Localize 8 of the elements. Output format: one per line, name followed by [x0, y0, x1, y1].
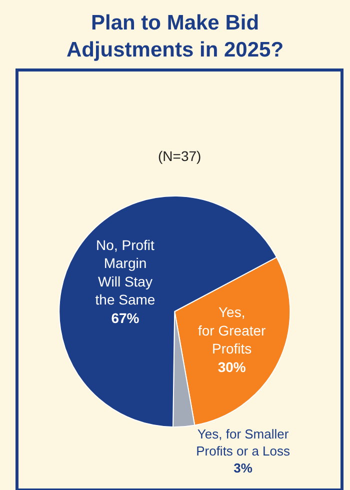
chart-title: Plan to Make Bid Adjustments in 2025? — [66, 11, 284, 62]
data-label: 3% — [234, 460, 253, 476]
data-label: 30% — [218, 358, 246, 375]
slice-label: No, Profit Margin Will Stay the Same — [95, 237, 156, 308]
slice-label: Yes, for Greater Profits — [198, 304, 266, 357]
chart-subtitle: (N=37) — [158, 148, 202, 164]
slice-label: Yes, for Smaller Profits or a Loss — [196, 426, 291, 458]
data-label: 67% — [111, 310, 140, 326]
